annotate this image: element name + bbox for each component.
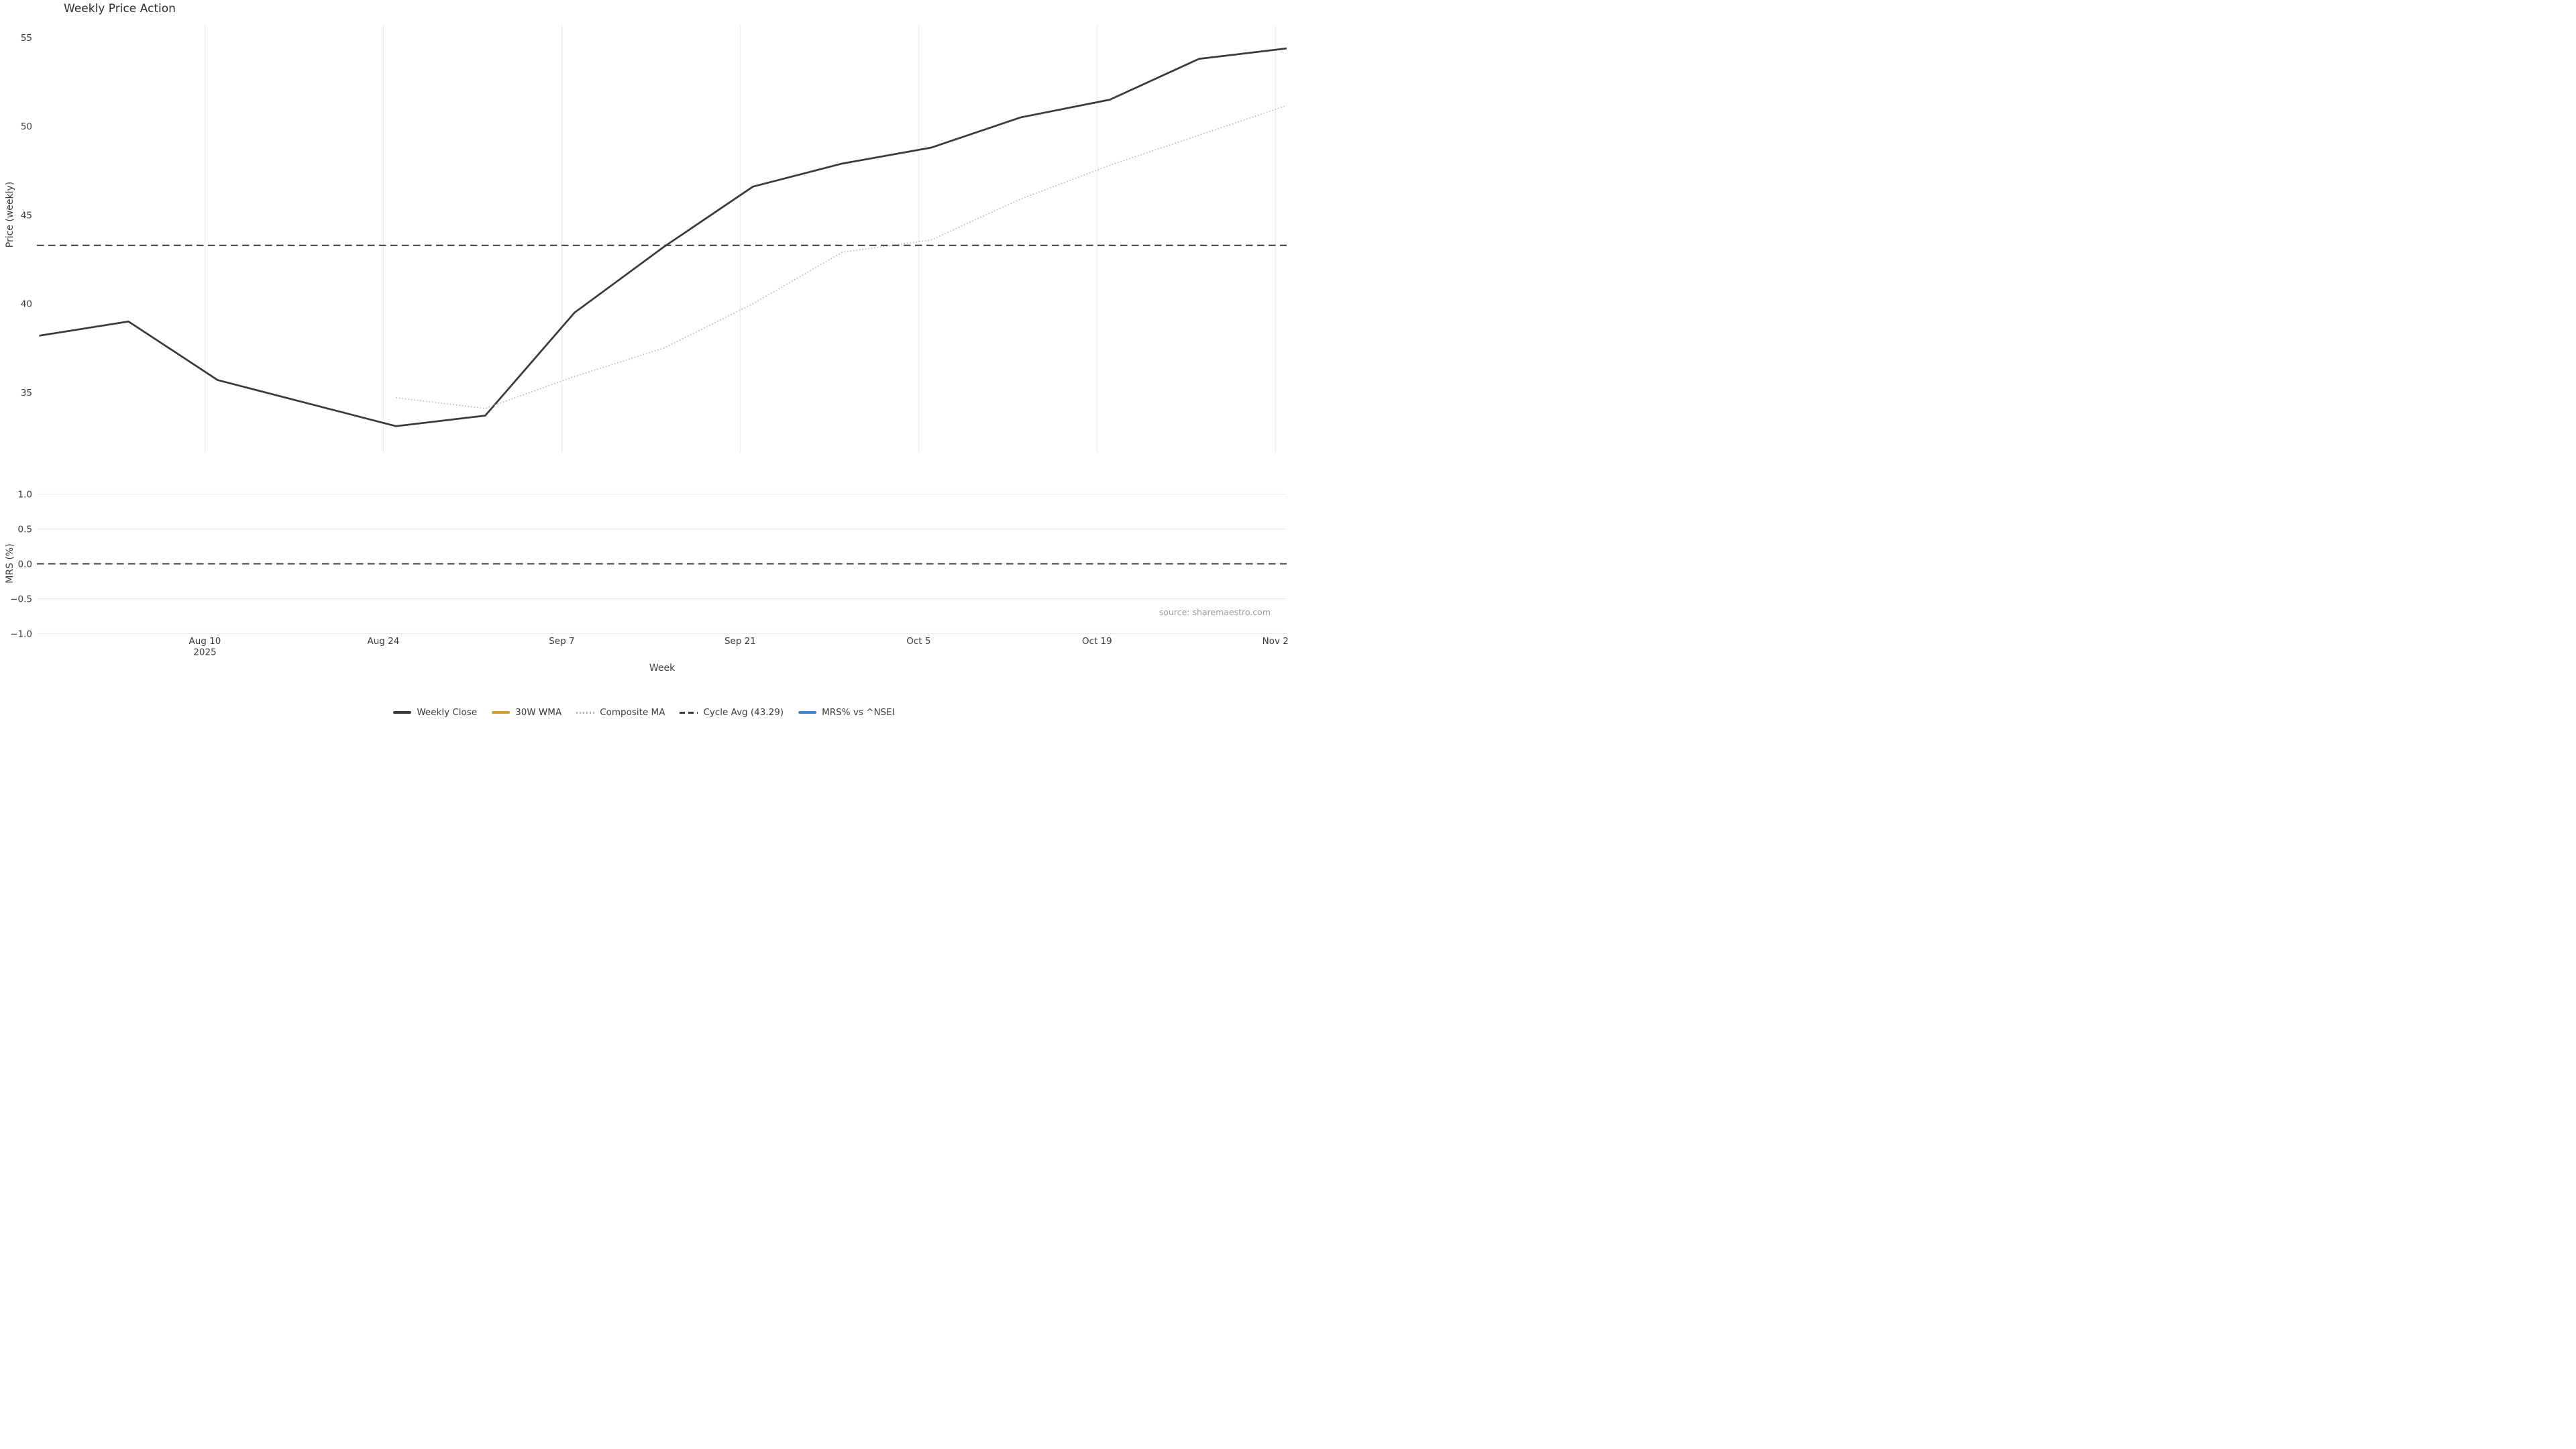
chart-title: Weekly Price Action <box>64 2 176 15</box>
x-tick-label: Oct 19 <box>1082 636 1112 647</box>
x-tick-label: Aug 24 <box>368 636 400 647</box>
mrs-axis-label: MRS (%) <box>5 543 15 584</box>
legend-label: MRS% vs ^NSEI <box>822 707 895 718</box>
mrs-y-tick-label: 1.0 <box>18 489 32 500</box>
legend-swatch-solid-icon <box>798 711 817 714</box>
legend-swatch-dashed-icon <box>680 711 698 714</box>
legend-item-composite-ma: Composite MA <box>576 707 665 718</box>
x-tick-label: Sep 21 <box>724 636 756 647</box>
mrs-y-tick-label: −1.0 <box>10 629 32 639</box>
weekly-price-action-figure: 55 50 45 40 35 1.0 0.5 0.0 −0.5 −1.0 Aug 10 2025 Aug… <box>0 0 1288 724</box>
series-weekly-close <box>39 47 1287 427</box>
mrs-y-tick-label: 0.5 <box>18 524 32 535</box>
chart-legend: Weekly Close 30W WMA Composite MA Cycle Avg… <box>0 707 1288 718</box>
price-y-tick-label: 45 <box>21 210 32 221</box>
week-axis-label: Week <box>649 663 676 674</box>
source-note: source: sharemaestro.com <box>1159 607 1271 617</box>
legend-swatch-solid-icon <box>492 711 511 714</box>
legend-item-mrs-vs-nsei: MRS% vs ^NSEI <box>798 707 895 718</box>
series-composite-ma <box>396 105 1287 409</box>
price-y-tick-label: 40 <box>21 299 32 310</box>
mrs-y-tick-label: −0.5 <box>10 594 32 604</box>
price-y-tick-label: 55 <box>21 33 32 44</box>
legend-label: Cycle Avg (43.29) <box>703 707 784 718</box>
legend-swatch-dotted-icon <box>576 711 595 714</box>
legend-label: Weekly Close <box>417 707 478 718</box>
legend-swatch-solid-icon <box>393 711 412 714</box>
x-tick-label: Oct 5 <box>906 636 930 647</box>
legend-item-cycle-avg-43-29: Cycle Avg (43.29) <box>680 707 784 718</box>
x-tick-label: 2025 <box>193 647 216 658</box>
x-tick-label: Sep 7 <box>549 636 574 647</box>
price-axis-label: Price (weekly) <box>5 181 15 248</box>
mrs-y-tick-label: 0.0 <box>18 559 32 570</box>
legend-label: Composite MA <box>600 707 665 718</box>
price-y-tick-label: 50 <box>21 121 32 132</box>
price-y-tick-label: 35 <box>21 388 32 398</box>
legend-item-30w-wma: 30W WMA <box>492 707 561 718</box>
x-tick-label: Aug 10 <box>189 636 221 647</box>
legend-item-weekly-close: Weekly Close <box>393 707 477 718</box>
x-tick-label: Nov 2 <box>1263 636 1288 647</box>
legend-label: 30W WMA <box>515 707 562 718</box>
